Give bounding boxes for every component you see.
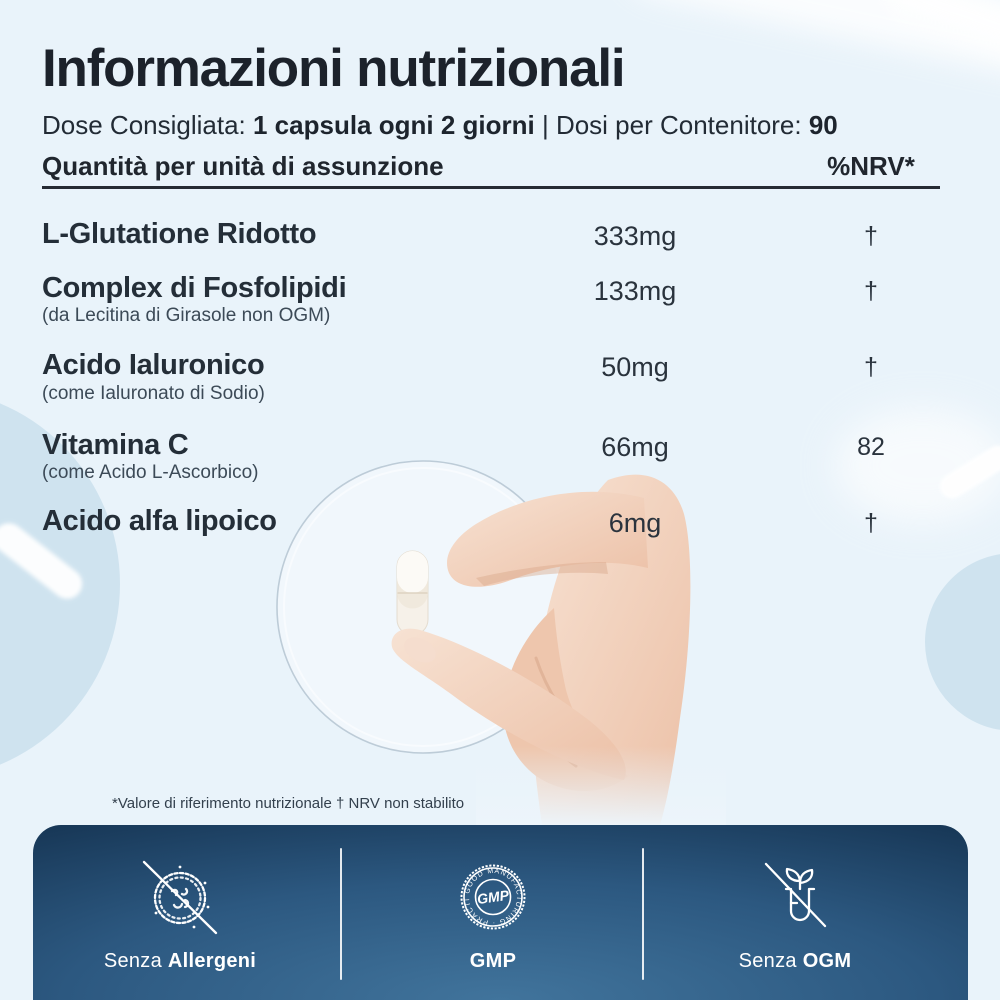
panel-divider: [340, 848, 342, 980]
dose-label: Dose Consigliata:: [42, 110, 253, 140]
dose-value: 1 capsula ogni 2 giorni: [253, 110, 535, 140]
row-subtext: (come Ialuronato di Sodio): [42, 383, 265, 404]
panel-divider: [642, 848, 644, 980]
badge-no-gmo: Senza OGM: [685, 855, 905, 973]
badge-label-bold: OGM: [802, 950, 852, 972]
no-allergens-icon: [142, 860, 218, 935]
row-name: Acido Ialuronico: [42, 349, 265, 381]
index-finger-shadow: [476, 562, 608, 586]
header-rule: [42, 186, 940, 189]
row-nrv: 82: [857, 433, 885, 461]
row-name: Complex di Fosfolipidi: [42, 272, 347, 304]
page-title: Informazioni nutrizionali: [42, 39, 626, 98]
row-name: Vitamina C: [42, 429, 189, 461]
badge-label-bold: GMP: [469, 950, 517, 972]
badge-label-prefix: Senza: [103, 950, 168, 972]
badge-label-prefix: Senza: [738, 950, 803, 972]
badge-label: Senza OGM: [685, 950, 905, 973]
dose-separator: |: [534, 110, 556, 140]
column-header-amount: Quantità per unità di assunzione: [42, 151, 444, 181]
row-nrv: †: [864, 353, 878, 381]
wrist-fade: [476, 746, 726, 825]
column-header-nrv: %NRV*: [827, 151, 915, 181]
servings-label: Dosi per Contenitore:: [555, 110, 809, 140]
row-nrv: †: [864, 277, 878, 305]
index-finger: [447, 491, 648, 587]
badge-label: GMP: [383, 950, 603, 973]
thumb-nail: [404, 637, 436, 663]
footnote: *Valore di riferimento nutrizionale † NR…: [112, 795, 465, 812]
decor-circle-right: [925, 553, 1000, 731]
no-gmo-icon: [764, 862, 827, 928]
row-amount: 133mg: [593, 276, 677, 306]
capsule: [396, 550, 429, 636]
row-nrv: †: [864, 222, 878, 250]
gmp-center-text: GMP: [476, 887, 510, 907]
row-subtext: (da Lecitina di Girasole non OGM): [42, 305, 331, 326]
badge-label: Senza Allergeni: [70, 950, 290, 973]
row-nrv: †: [864, 509, 878, 537]
features-panel: Senza Allergeni GOOD MANUFACTURING · PRA…: [33, 825, 968, 1000]
row-amount: 66mg: [601, 432, 669, 462]
row-subtext: (come Acido L-Ascorbico): [42, 462, 259, 483]
row-name: Acido alfa lipoico: [42, 505, 277, 537]
hand-holding-capsule-photo: [276, 460, 726, 825]
badge-gmp: GOOD MANUFACTURING · PRACTICE · GMP GMP: [383, 855, 603, 973]
badge-label-bold: Allergeni: [167, 950, 257, 972]
dose-line: Dose Consigliata: 1 capsula ogni 2 giorn…: [42, 110, 838, 141]
row-name: L-Glutatione Ridotto: [42, 218, 317, 250]
row-amount: 6mg: [608, 508, 662, 538]
thumb: [391, 628, 626, 780]
row-amount: 333mg: [593, 221, 677, 251]
badge-no-allergens: Senza Allergeni: [70, 855, 290, 973]
gmp-stamp-icon: GOOD MANUFACTURING · PRACTICE · GMP: [447, 855, 526, 930]
row-amount: 50mg: [601, 352, 669, 382]
servings-value: 90: [808, 110, 838, 140]
